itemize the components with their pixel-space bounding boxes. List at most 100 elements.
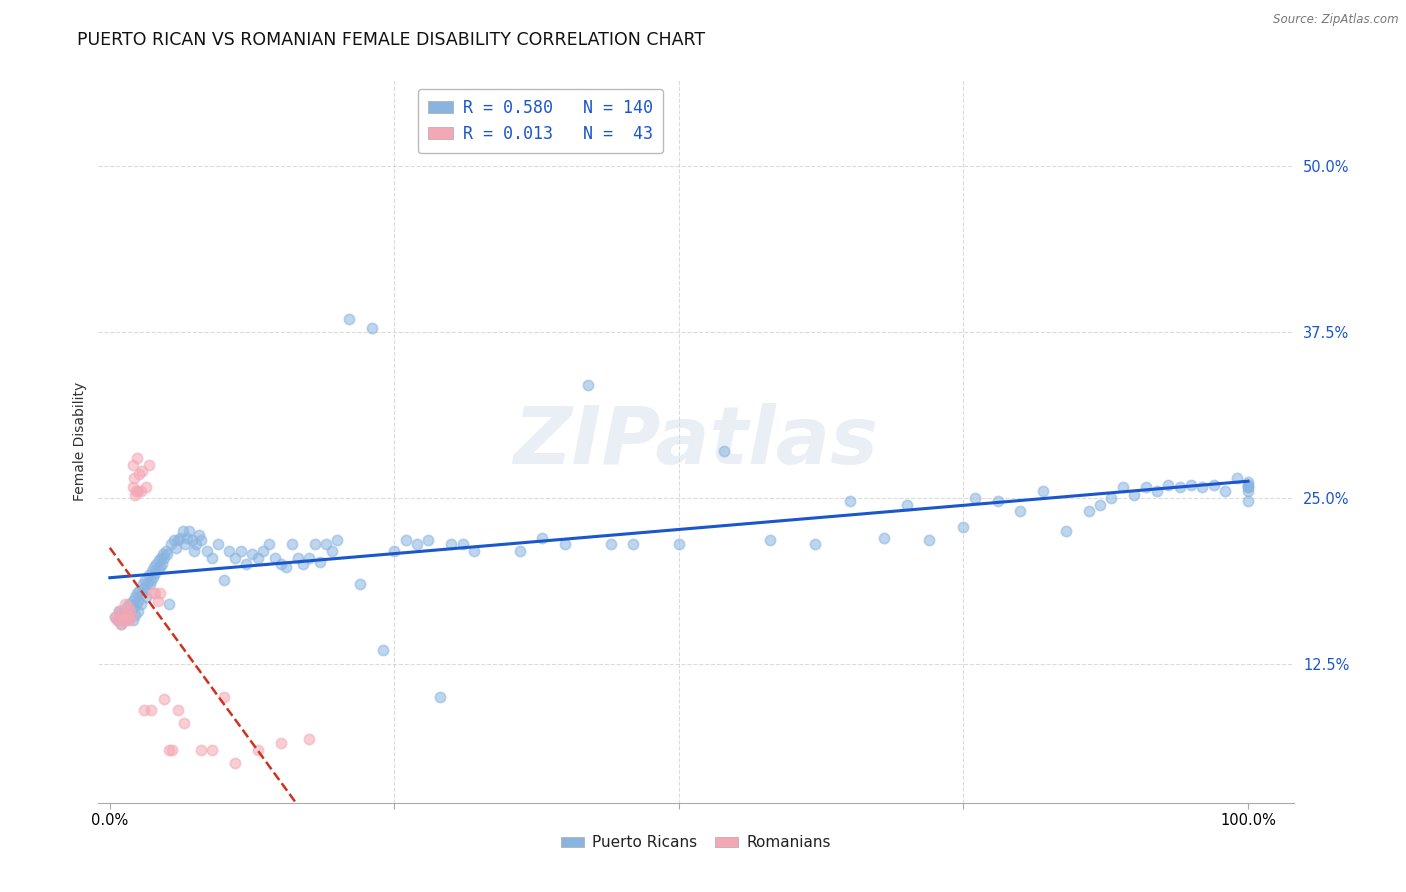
Point (127, 484, 149, 499)
Point (270, 557, 292, 571)
Point (135, 591, 157, 605)
Point (1168, 480, 1191, 494)
Point (141, 564, 163, 578)
Point (292, 557, 315, 571)
Point (224, 550, 246, 565)
Point (110, 606, 132, 620)
Point (838, 493, 860, 508)
Point (873, 531, 896, 545)
Point (111, 610, 134, 624)
Point (121, 613, 143, 627)
Point (108, 603, 131, 617)
Point (218, 544, 240, 558)
Point (240, 547, 263, 561)
Point (115, 607, 138, 622)
Point (139, 573, 162, 587)
Point (125, 597, 148, 611)
Point (146, 561, 169, 575)
Point (246, 550, 269, 565)
Point (172, 524, 194, 538)
Point (713, 444, 735, 458)
Point (162, 743, 184, 757)
Point (150, 550, 173, 565)
Point (108, 603, 131, 617)
Point (173, 716, 195, 731)
Point (169, 531, 191, 545)
Point (440, 537, 463, 551)
Point (1099, 491, 1122, 505)
Point (531, 531, 554, 545)
Point (157, 597, 180, 611)
Point (395, 533, 418, 548)
Point (759, 533, 782, 548)
Point (180, 533, 202, 548)
Point (190, 533, 212, 548)
Point (509, 544, 531, 558)
Point (326, 533, 349, 548)
Point (1237, 475, 1260, 489)
Point (1180, 477, 1202, 491)
Point (122, 471, 145, 485)
Point (187, 528, 209, 542)
Point (406, 537, 429, 551)
Point (298, 732, 321, 747)
Point (952, 520, 974, 534)
Point (1202, 477, 1225, 491)
Point (298, 550, 321, 565)
Point (195, 544, 218, 558)
Point (136, 577, 159, 591)
Point (127, 586, 149, 600)
Point (124, 591, 146, 605)
Point (263, 550, 285, 565)
Point (418, 533, 440, 548)
Point (129, 597, 152, 611)
Point (143, 559, 166, 574)
Point (114, 613, 136, 627)
Point (120, 603, 142, 617)
Point (104, 610, 127, 624)
Point (143, 566, 166, 581)
Point (463, 544, 485, 558)
Point (235, 557, 257, 571)
Point (149, 559, 172, 574)
Point (987, 493, 1010, 508)
Point (112, 613, 135, 627)
Point (1237, 480, 1260, 494)
Point (1237, 484, 1260, 499)
Point (110, 616, 132, 631)
Point (115, 599, 138, 614)
Point (153, 550, 176, 565)
Point (104, 610, 127, 624)
Point (896, 498, 918, 512)
Point (142, 586, 165, 600)
Point (1054, 524, 1077, 538)
Point (1157, 477, 1180, 491)
Point (121, 480, 143, 494)
Point (167, 533, 190, 548)
Point (148, 553, 170, 567)
Point (554, 537, 576, 551)
Point (138, 567, 160, 582)
Point (127, 451, 149, 466)
Point (270, 736, 292, 750)
Point (1146, 484, 1168, 499)
Point (174, 537, 197, 551)
Point (252, 544, 274, 558)
Point (117, 599, 139, 614)
Point (121, 594, 143, 608)
Point (105, 613, 128, 627)
Point (304, 537, 326, 551)
Point (149, 586, 172, 600)
Point (190, 743, 212, 757)
Point (120, 610, 142, 624)
Point (120, 610, 142, 624)
Point (186, 537, 208, 551)
Point (337, 312, 360, 326)
Point (121, 458, 143, 472)
Point (165, 541, 187, 556)
Point (120, 599, 142, 614)
Point (117, 607, 139, 622)
Point (1226, 471, 1249, 485)
Point (1135, 480, 1157, 494)
Point (110, 616, 132, 631)
